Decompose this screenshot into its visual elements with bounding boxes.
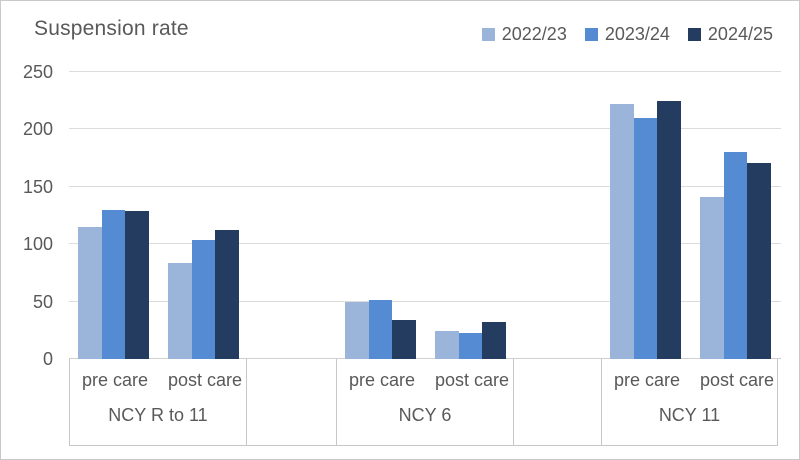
bar-cluster [78,209,150,359]
bar [633,117,658,359]
bar [723,152,748,359]
bar [700,197,724,359]
legend: 2022/23 2023/24 2024/25 [481,24,773,45]
bar [610,104,634,359]
axis-group-cell: pre care post care NCY 6 [336,359,513,446]
legend-swatch-icon [584,28,598,41]
gridline [69,243,781,245]
gridline [69,71,781,72]
legend-item: 2022/23 [481,24,567,45]
y-tick-label: 0 [42,349,53,369]
y-tick-label: 150 [22,176,53,197]
y-tick-label: 50 [32,291,53,312]
legend-item: 2023/24 [584,24,670,45]
bar-cluster [610,100,682,359]
axis-gap-cell [246,359,336,446]
bar [345,301,369,359]
gridline [69,358,781,359]
bar-cluster [435,322,507,359]
bar-group [69,72,246,359]
bar [482,322,507,359]
bar-cluster [700,152,772,359]
bar [215,230,240,359]
bar-cluster [345,300,417,359]
group-label: NCY 11 [658,405,721,425]
group-label: NCY 6 [398,405,452,425]
legend-item: 2024/25 [687,24,773,45]
bar [368,300,393,359]
cluster-labels-row: pre care post care [70,370,246,402]
cluster-label: post care [434,370,510,390]
axis-group-cell: pre care post care NCY R to 11 [69,359,246,446]
bar [435,331,459,359]
bar [392,319,417,359]
legend-swatch-icon [481,28,495,41]
gridline [69,300,781,302]
plot-area [69,71,781,359]
bar-cluster [168,230,240,359]
legend-label: 2024/25 [707,24,773,44]
gridline [69,128,781,130]
bar [101,209,126,359]
axis-group-cell: pre care post care NCY 11 [601,359,778,446]
bar [191,239,216,359]
group-label: NCY R to 11 [108,405,208,425]
bar [78,226,102,359]
chart-title: Suspension rate [34,17,189,40]
cluster-label: pre care [348,370,416,390]
cluster-label: pre care [81,370,149,390]
bar-group [601,72,778,359]
bar [747,162,772,359]
bar [657,100,682,359]
cluster-label: pre care [613,370,681,390]
bar [168,262,192,359]
axis-gap-cell [513,359,601,446]
legend-label: 2022/23 [501,24,567,44]
cluster-labels-row: pre care post care [337,370,513,402]
bar [125,210,150,359]
bar [458,332,483,359]
cluster-label: post care [167,370,243,390]
legend-swatch-icon [687,28,701,41]
y-tick-label: 200 [22,119,53,140]
x-axis: pre care post care NCY R to 11 pre care post… [69,359,781,446]
y-tick-label: 100 [22,234,53,255]
y-tick-label: 250 [22,62,53,82]
cluster-label: post care [699,370,775,390]
gridline [69,185,781,187]
cluster-labels-row: pre care post care [602,370,777,402]
bar-group [336,72,513,359]
legend-label: 2023/24 [604,24,670,44]
